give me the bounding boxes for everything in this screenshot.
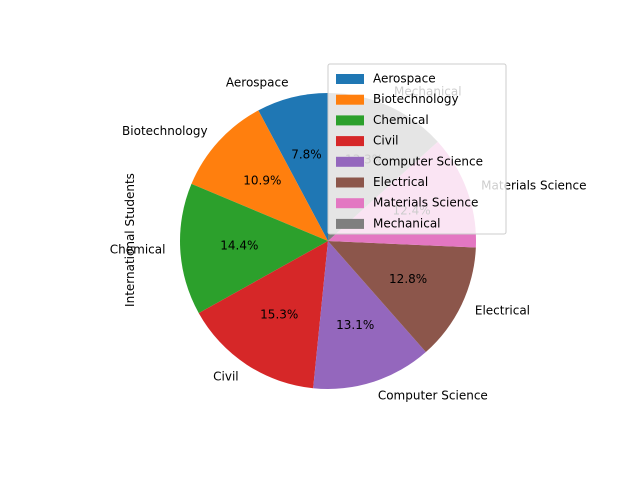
legend-swatch-civil [336, 136, 364, 147]
percent-label-aerospace: 7.8% [291, 147, 322, 161]
percent-label-civil: 15.3% [260, 308, 298, 322]
legend-label-mechanical: Mechanical [373, 216, 441, 230]
percent-label-computer-science: 13.1% [336, 318, 374, 332]
slice-label-electrical: Electrical [475, 304, 530, 318]
legend-label-aerospace: Aerospace [373, 72, 436, 86]
percent-label-biotechnology: 10.9% [243, 174, 281, 188]
legend-label-computer-science: Computer Science [373, 154, 483, 168]
legend: Aerospace Biotechnology Chemical Civil Compu… [327, 63, 507, 235]
legend-label-biotechnology: Biotechnology [373, 92, 459, 106]
legend-frame [327, 63, 507, 235]
legend-label-electrical: Electrical [373, 175, 428, 189]
slice-label-civil: Civil [213, 370, 238, 384]
y-axis-label: International Students [123, 173, 137, 307]
legend-swatch-biotechnology [336, 94, 364, 105]
pie-slice-biotechnology [191, 110, 328, 241]
pie-slice-aerospace [258, 93, 328, 241]
slice-label-aerospace: Aerospace [226, 76, 289, 90]
pie-slice-computer-science [313, 241, 426, 389]
legend-swatch-computer-science [336, 156, 364, 167]
pie-slice-civil [198, 241, 328, 389]
percent-label-electrical: 12.8% [389, 272, 427, 286]
legend-swatch-mechanical [336, 218, 364, 229]
legend-label-civil: Civil [373, 134, 398, 148]
slice-label-biotechnology: Biotechnology [122, 124, 208, 138]
legend-label-materials-science: Materials Science [373, 196, 478, 210]
legend-swatch-aerospace [336, 74, 364, 84]
legend-swatch-materials-science [336, 198, 364, 209]
slice-label-computer-science: Computer Science [378, 388, 488, 402]
legend-swatch-chemical [336, 115, 364, 126]
legend-swatch-electrical [336, 177, 364, 188]
legend-label-chemical: Chemical [373, 113, 429, 127]
slice-label-materials-science: Materials Science [481, 178, 586, 192]
pie-slice-electrical [328, 241, 476, 353]
pie-slice-chemical [179, 183, 328, 314]
slice-label-chemical: Chemical [110, 243, 166, 257]
percent-label-chemical: 14.4% [220, 239, 258, 253]
